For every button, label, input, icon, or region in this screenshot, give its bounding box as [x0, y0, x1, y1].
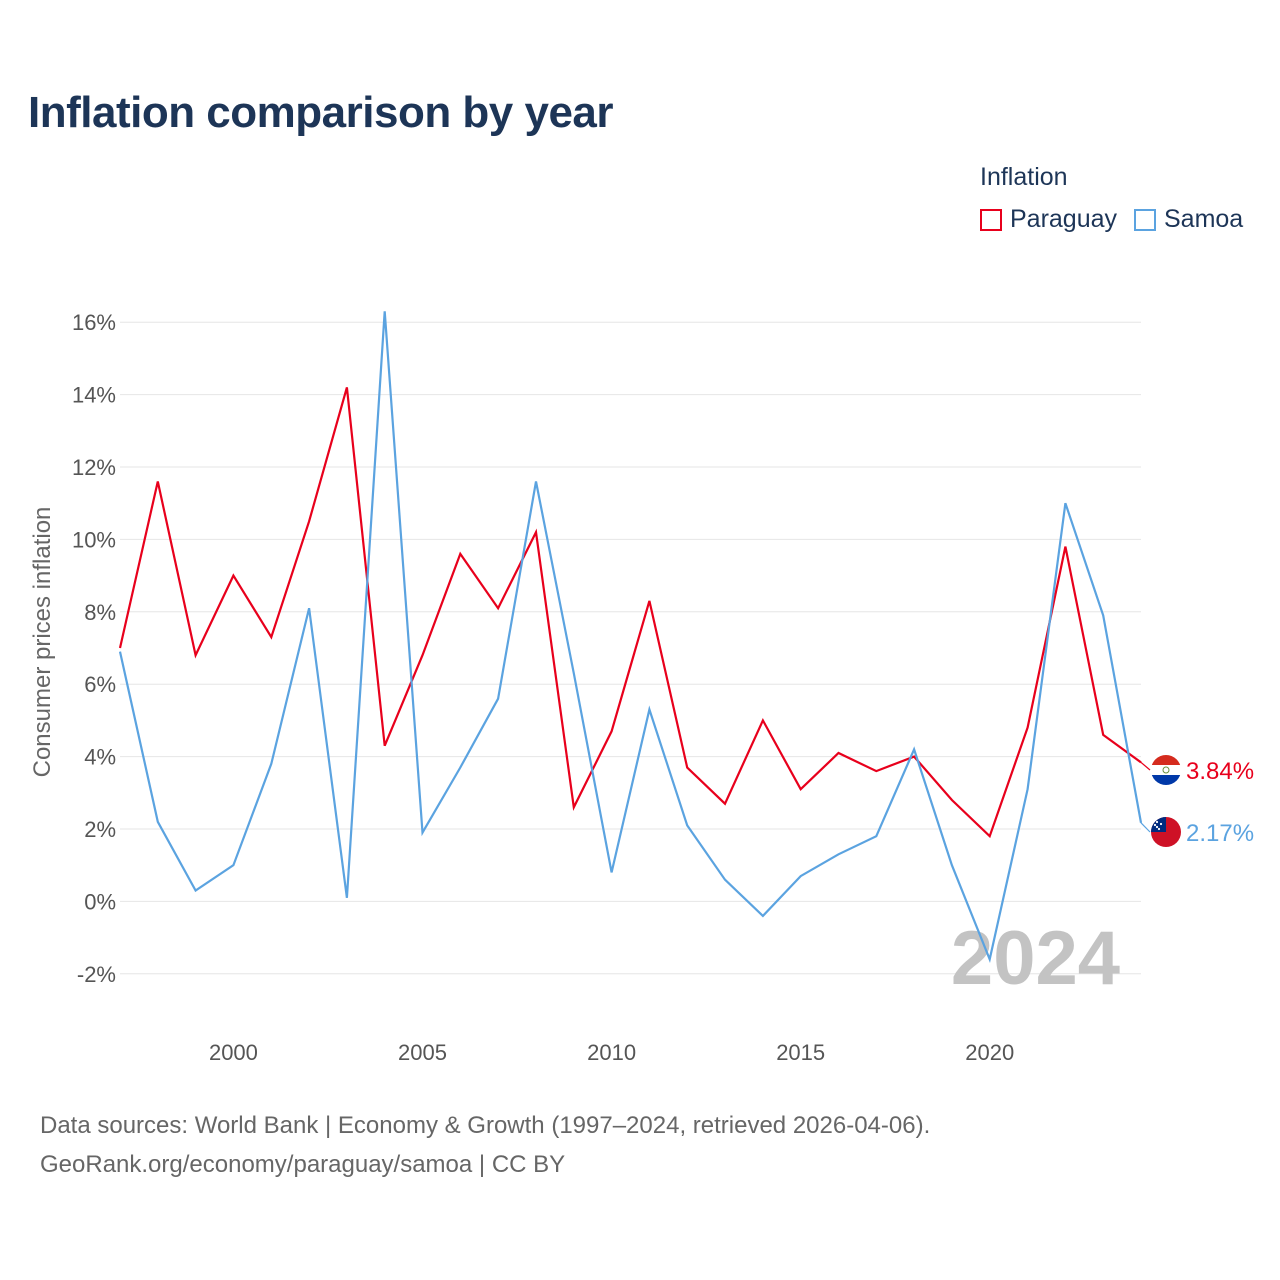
- x-tick-label: 2005: [398, 1040, 447, 1065]
- series-line-samoa[interactable]: [118, 311, 1143, 964]
- legend-swatch-paraguay: [980, 208, 1002, 231]
- legend-item-paraguay[interactable]: Paraguay: [980, 205, 1117, 234]
- y-axis-label: Consumer prices inflation: [29, 507, 56, 778]
- y-tick-label: 6%: [84, 672, 116, 697]
- y-axis-ticks: -2% 0% 2% 4% 6% 8% 10% 12% 14% 16%: [72, 310, 116, 987]
- y-tick-label: -2%: [77, 962, 116, 987]
- y-tick-label: 0%: [84, 889, 116, 914]
- legend-swatch-samoa: [1134, 208, 1156, 231]
- x-tick-label: 2015: [776, 1040, 825, 1065]
- y-tick-label: 2%: [84, 817, 116, 842]
- x-tick-label: 2010: [587, 1040, 636, 1065]
- footer-source: Data sources: World Bank | Economy & Gro…: [40, 1112, 931, 1139]
- grid-lines: [120, 321, 1141, 975]
- legend-item-samoa[interactable]: Samoa: [1134, 205, 1243, 234]
- paraguay-flag-icon: [1151, 755, 1181, 785]
- x-axis-ticks: 2000 2005 2010 2015 2020: [209, 1040, 1014, 1065]
- end-connector-samoa: [1140, 822, 1151, 833]
- y-tick-label: 8%: [84, 600, 116, 625]
- y-tick-label: 16%: [72, 310, 116, 335]
- y-tick-label: 12%: [72, 455, 116, 480]
- legend-title: Inflation: [980, 163, 1068, 191]
- y-tick-label: 4%: [84, 745, 116, 770]
- end-label-paraguay: 3.84%: [1186, 758, 1254, 785]
- y-tick-label: 10%: [72, 527, 116, 552]
- chart-title: Inflation comparison by year: [28, 88, 614, 137]
- legend-label-samoa: Samoa: [1164, 205, 1244, 233]
- samoa-flag-icon: [1151, 817, 1181, 847]
- series-line-paraguay[interactable]: [118, 387, 1142, 839]
- series-lines: [118, 311, 1143, 964]
- legend-label-paraguay: Paraguay: [1010, 205, 1118, 233]
- footer: Data sources: World Bank | Economy & Gro…: [40, 1106, 930, 1184]
- end-labels: 3.84% 2.17%: [1140, 755, 1254, 847]
- y-tick-label: 14%: [72, 383, 116, 408]
- x-tick-label: 2020: [965, 1040, 1014, 1065]
- line-chart: -2%0%2%4%6%8%10%12%14%16% 2000 2005 2010 20…: [29, 310, 1254, 1065]
- end-label-samoa: 2.17%: [1186, 820, 1254, 847]
- footer-link[interactable]: GeoRank.org/economy/paraguay/samoa | CC …: [40, 1151, 566, 1178]
- end-connector-paraguay: [1140, 761, 1151, 771]
- x-tick-label: 2000: [209, 1040, 258, 1065]
